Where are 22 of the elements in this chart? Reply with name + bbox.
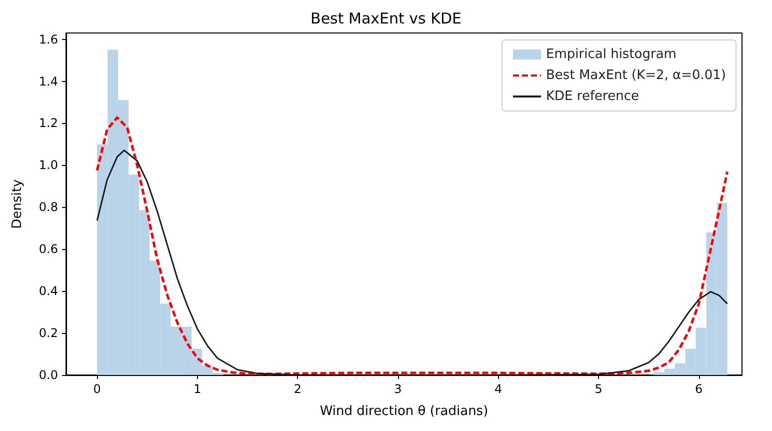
x-axis-title: Wind direction θ (radians) [320, 404, 488, 419]
y-tick-label: 0.4 [38, 284, 58, 298]
x-tick-label: 1 [194, 382, 202, 396]
x-tick-label: 5 [594, 382, 602, 396]
y-tick-label: 0.2 [38, 326, 58, 340]
x-tick-label: 4 [494, 382, 502, 396]
x-tick-label: 3 [394, 382, 402, 396]
legend-label: Empirical histogram [546, 47, 676, 62]
y-tick-label: 0.8 [38, 200, 58, 214]
y-tick-label: 1.0 [38, 158, 58, 172]
y-tick-label: 0.0 [38, 368, 58, 382]
x-tick-label: 0 [93, 382, 101, 396]
y-tick-label: 1.4 [38, 74, 58, 88]
x-tick-label: 2 [294, 382, 302, 396]
legend-label: KDE reference [546, 89, 639, 104]
y-tick-label: 1.2 [38, 116, 58, 130]
chart-title: Best MaxEnt vs KDE [310, 10, 462, 28]
y-tick-label: 1.6 [38, 32, 58, 46]
x-tick-label: 6 [695, 382, 703, 396]
legend-label: Best MaxEnt (K=2, α=0.01) [546, 68, 726, 83]
y-axis-title: Density [10, 178, 25, 229]
y-tick-label: 0.6 [38, 242, 58, 256]
